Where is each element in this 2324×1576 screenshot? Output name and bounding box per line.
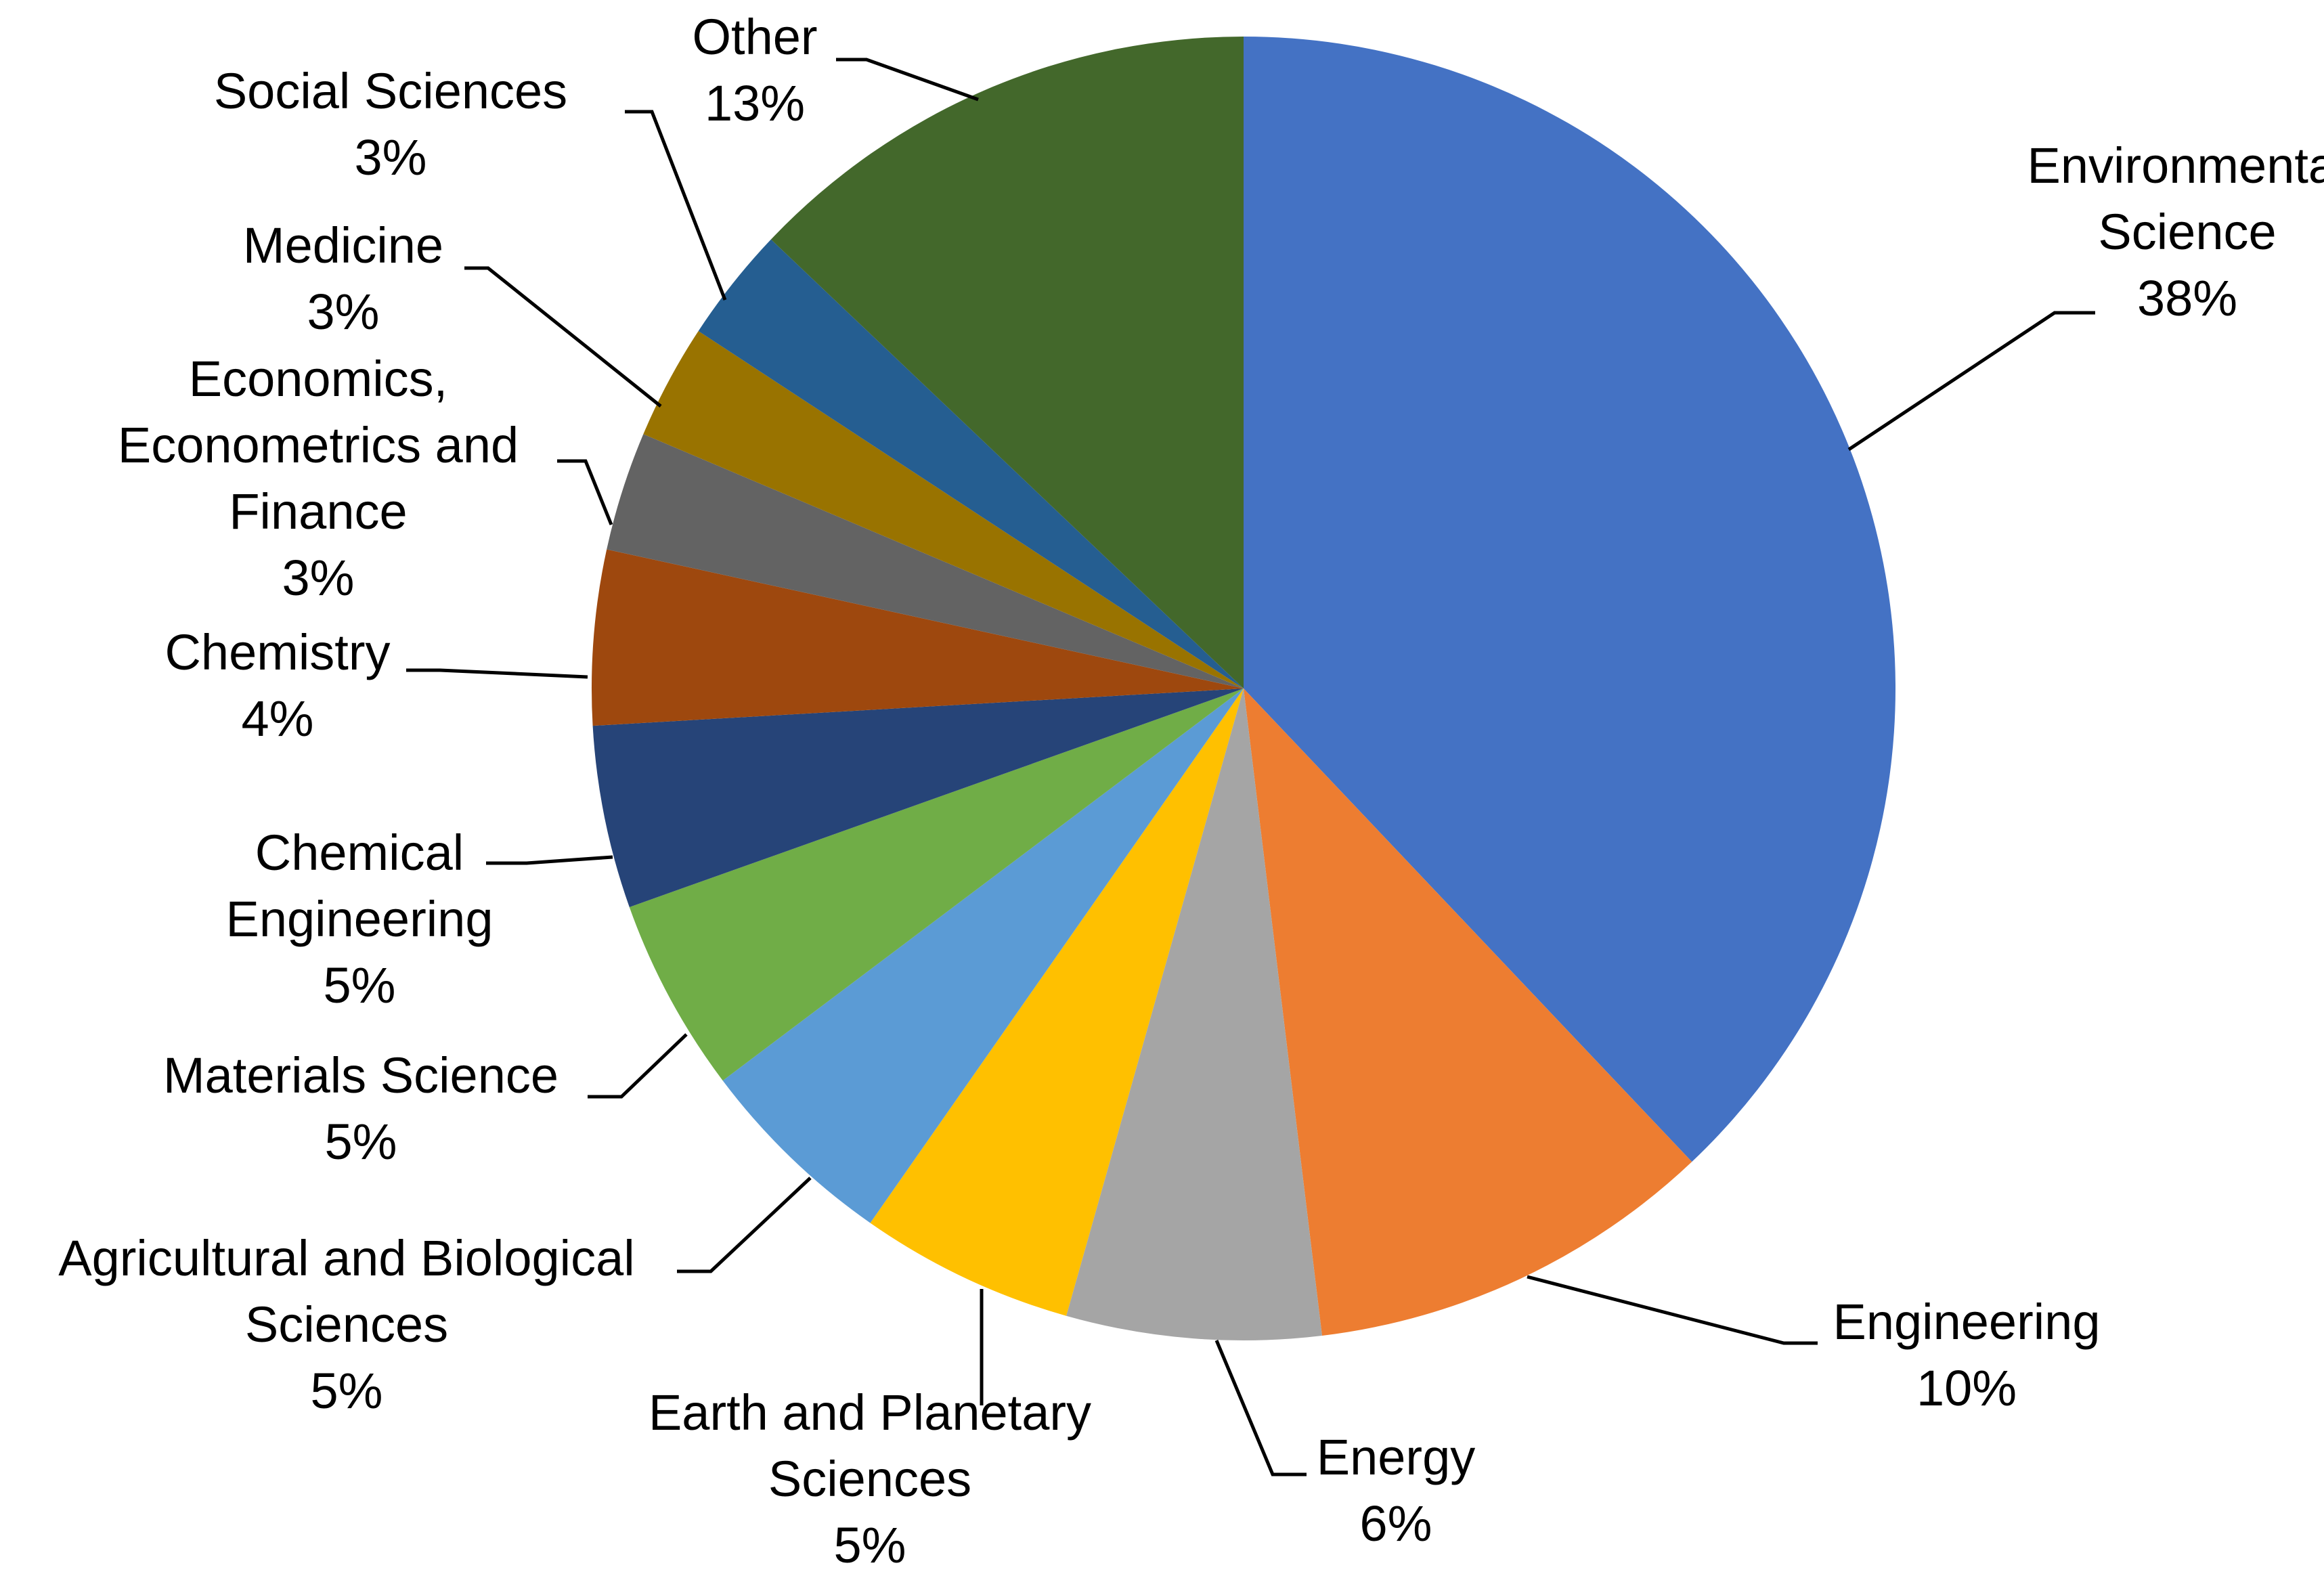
data-label-category: Other <box>692 9 817 65</box>
data-label-medicine: Medicine 3% <box>243 217 443 340</box>
data-label-earth-and-planetary-sciences: Earth and Planetary Sciences 5% <box>649 1384 1091 1573</box>
leader-line-chemistry <box>406 668 588 679</box>
data-label-category: Medicine <box>243 217 443 273</box>
data-label-value: 5% <box>311 1363 383 1419</box>
data-label-value: 3% <box>282 550 355 606</box>
data-label-social-sciences: Social Sciences 3% <box>214 63 567 185</box>
pie-slice-earth-and-planetary-sciences <box>870 688 1244 1316</box>
data-label-value: 38% <box>2137 270 2237 326</box>
pie-slice-energy <box>1066 688 1322 1340</box>
data-label-category: Engineering <box>1833 1294 2101 1350</box>
data-label-category: Chemistry <box>165 624 390 680</box>
data-label-category: Social Sciences <box>214 63 567 119</box>
data-label-category: Agricultural and Biological <box>58 1230 634 1286</box>
leader-line-medicine <box>464 266 662 408</box>
leader-line-energy <box>1214 1340 1307 1476</box>
data-label-value: 10% <box>1916 1360 2017 1416</box>
leader-line-economics-econometrics-and-finance <box>557 459 613 525</box>
data-label-category: Engineering <box>226 891 494 947</box>
pie-slice-materials-science <box>629 688 1244 1081</box>
data-label-chemistry: Chemistry 4% <box>165 624 390 747</box>
data-label-category: Sciences <box>768 1451 971 1507</box>
data-label-energy: Energy 6% <box>1317 1429 1475 1552</box>
data-label-engineering: Engineering 10% <box>1833 1294 2101 1416</box>
leader-lines <box>406 58 2095 1476</box>
data-label-agricultural-and-biological-sciences: Agricultural and Biological Sciences 5% <box>58 1230 634 1419</box>
leader-line-social-sciences <box>625 110 727 301</box>
data-label-value: 3% <box>307 284 380 340</box>
data-label-economics-econometrics-and-finance: Economics, Econometrics and Finance 3% <box>118 351 519 606</box>
data-label-chemical-engineering: Chemical Engineering 5% <box>226 825 494 1013</box>
data-label-value: 5% <box>834 1517 906 1573</box>
data-label-category: Science <box>2098 204 2276 260</box>
pie-slice-chemical-engineering <box>592 688 1244 907</box>
data-label-category: Finance <box>229 483 407 540</box>
leader-line-materials-science <box>588 1033 688 1099</box>
data-label-value: 4% <box>242 691 314 747</box>
leader-line-agricultural-and-biological-sciences <box>677 1177 812 1273</box>
leader-line-engineering <box>1527 1275 1818 1345</box>
leader-line-chemical-engineering <box>486 855 613 865</box>
pie-slice-agricultural-and-biological-sciences <box>722 688 1244 1223</box>
data-label-category: Economics, <box>189 351 447 407</box>
slice-labels: Environmental Science 38% Engineering 10% Ene… <box>58 9 2324 1573</box>
data-label-category: Chemical <box>255 825 464 881</box>
data-label-category: Environmental <box>2027 137 2324 194</box>
pie-slice-chemistry <box>592 549 1244 726</box>
pie-slice-engineering <box>1244 688 1692 1336</box>
data-label-category: Materials Science <box>163 1047 558 1103</box>
data-label-category: Earth and Planetary <box>649 1384 1091 1441</box>
pie-slice-medicine <box>643 330 1244 688</box>
data-label-environmental-science: Environmental Science 38% <box>2027 137 2324 326</box>
data-label-materials-science: Materials Science 5% <box>163 1047 558 1170</box>
data-label-category: Sciences <box>245 1296 448 1353</box>
pie-slice-economics-econometrics-and-finance <box>607 434 1244 688</box>
pie-slice-environmental-science <box>1244 37 1896 1162</box>
data-label-other: Other 13% <box>692 9 817 131</box>
data-label-value: 5% <box>324 957 396 1013</box>
data-label-value: 13% <box>705 75 805 131</box>
pie-slice-social-sciences <box>698 239 1244 688</box>
data-label-category: Econometrics and <box>118 417 519 473</box>
pie-slice-other <box>770 37 1244 688</box>
data-label-category: Energy <box>1317 1429 1475 1485</box>
leader-line-environmental-science <box>1847 311 2095 452</box>
leader-line-other <box>836 58 979 102</box>
pie-slices <box>592 37 1896 1340</box>
data-label-value: 6% <box>1360 1495 1432 1552</box>
data-label-value: 3% <box>355 129 427 185</box>
data-label-value: 5% <box>325 1114 397 1170</box>
